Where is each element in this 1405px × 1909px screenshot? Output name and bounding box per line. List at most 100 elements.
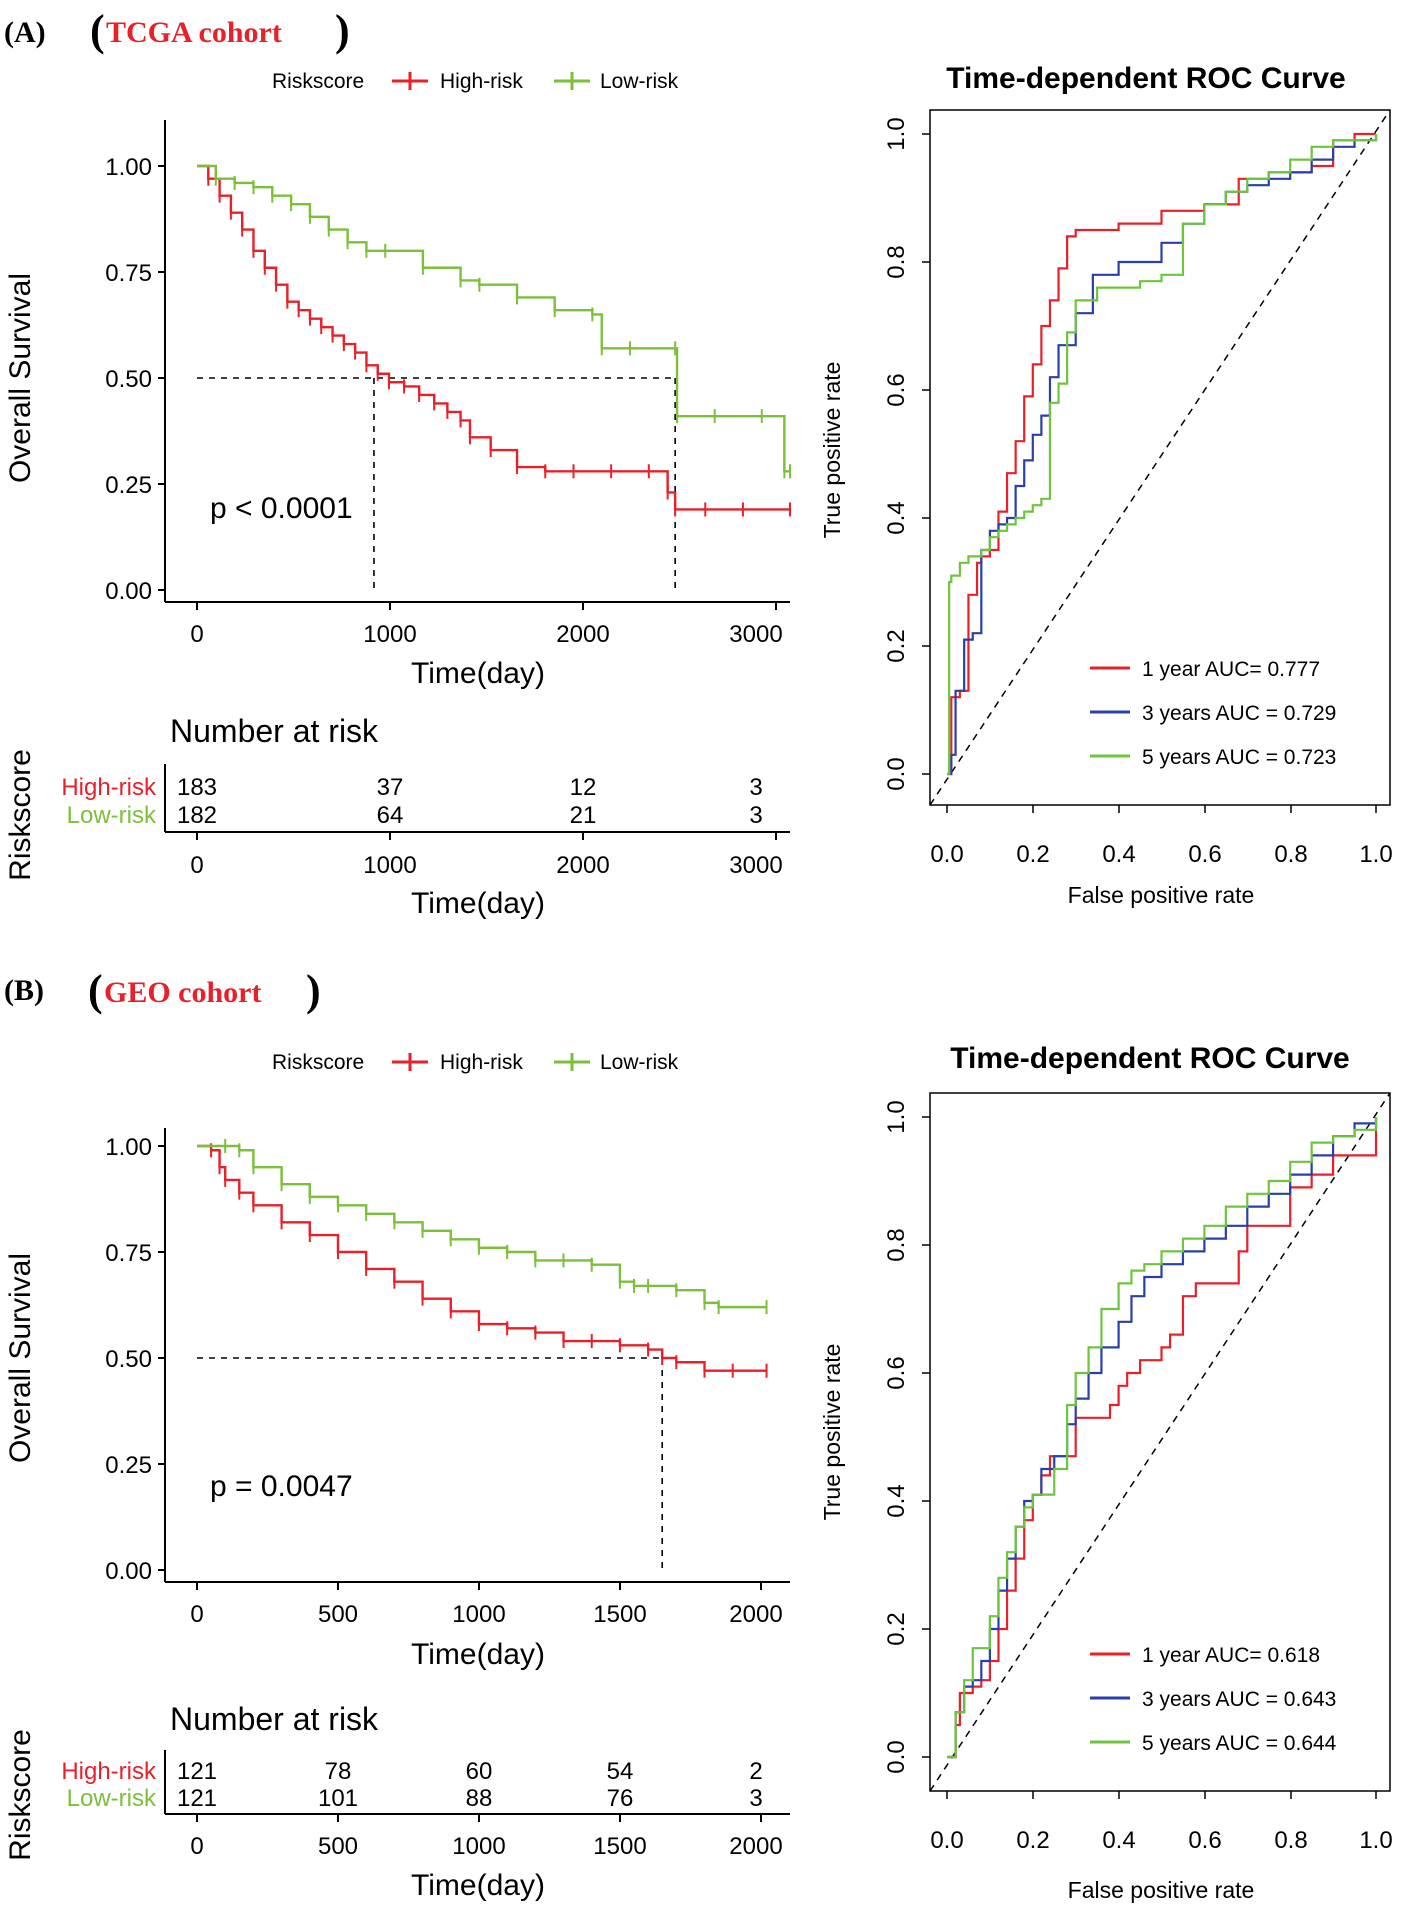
roc-b-xtick-label: 0.4 bbox=[1102, 1827, 1135, 1854]
km-a-ytick-label: 1.00 bbox=[105, 154, 152, 181]
km-a-risk-title: Number at risk bbox=[170, 713, 379, 749]
km-a-risk-cell: 3 bbox=[749, 774, 762, 801]
roc-a-xtick-label: 0.2 bbox=[1016, 841, 1049, 868]
roc-a-yticks: 0.0 0.2 0.4 0.6 0.8 1.0 bbox=[883, 117, 930, 791]
km-a-risk-cell: 21 bbox=[570, 802, 597, 829]
km-b-ytick-label: 0.00 bbox=[105, 1558, 152, 1585]
panel-b-close-paren: ) bbox=[306, 966, 321, 1015]
km-b-legend-low: Low-risk bbox=[600, 1051, 679, 1074]
km-a-ytick-label: 0.00 bbox=[105, 578, 152, 605]
roc-b-ytick-label: 0.6 bbox=[883, 1356, 910, 1389]
km-a-risk-cell: 12 bbox=[570, 774, 597, 801]
roc-a-legend-3: 3 years AUC = 0.729 bbox=[1142, 702, 1336, 725]
roc-a-legend: 1 year AUC= 0.777 3 years AUC = 0.729 5 … bbox=[1090, 658, 1336, 769]
km-b-risk-cell: 121 bbox=[177, 1758, 217, 1785]
km-b-plot: 1.00 0.75 0.50 0.25 0.00 0 500 1000 1500… bbox=[4, 1128, 790, 1671]
roc-b-legend-3: 3 years AUC = 0.643 bbox=[1142, 1688, 1336, 1711]
km-b-risk-cell: 3 bbox=[749, 1785, 762, 1812]
km-curve-low-risk bbox=[197, 164, 790, 473]
km-b-pvalue: p = 0.0047 bbox=[210, 1470, 353, 1503]
km-a-legend: Riskscore High-risk Low-risk bbox=[272, 70, 679, 93]
km-b-xlabel: Time(day) bbox=[411, 1638, 545, 1671]
km-a-risk-xtick-label: 2000 bbox=[556, 852, 609, 879]
roc-curve-1 bbox=[947, 1117, 1378, 1759]
km-a-risk-cell: 182 bbox=[177, 802, 217, 829]
km-a-xtick-label: 2000 bbox=[556, 621, 609, 648]
km-b-xtick-label: 0 bbox=[190, 1601, 203, 1628]
km-b-risk-cell: 54 bbox=[607, 1758, 634, 1785]
km-b-risk-xtick-label: 2000 bbox=[729, 1833, 782, 1860]
km-b-risk-row-label-high: High-risk bbox=[61, 1758, 157, 1785]
roc-a-xtick-label: 0.0 bbox=[930, 841, 963, 868]
roc-b-legend: 1 year AUC= 0.618 3 years AUC = 0.643 5 … bbox=[1090, 1644, 1337, 1755]
km-b-risk-xtick-label: 0 bbox=[190, 1833, 203, 1860]
roc-b-xlabel: False positive rate bbox=[1068, 1877, 1255, 1903]
roc-b-series bbox=[947, 1117, 1378, 1759]
roc-b-ytick-label: 0.0 bbox=[883, 1740, 910, 1773]
roc-b-diagonal bbox=[929, 1092, 1391, 1792]
km-b-risk-cell: 2 bbox=[749, 1758, 762, 1785]
km-a-ytick-label: 0.25 bbox=[105, 472, 152, 499]
km-a-risk-cell: 64 bbox=[377, 802, 404, 829]
km-b-legend-title: Riskscore bbox=[272, 1051, 364, 1074]
km-b-xticks: 0 500 1000 1500 2000 bbox=[190, 1582, 783, 1628]
roc-a-xticks: 0.0 0.2 0.4 0.6 0.8 1.0 bbox=[930, 805, 1393, 868]
roc-b-plot: Time-dependent ROC Curve 0.0 0.2 0.4 0.6… bbox=[819, 1042, 1393, 1903]
roc-b-frame bbox=[929, 1092, 1391, 1792]
km-b-risk-cell: 101 bbox=[318, 1785, 358, 1812]
km-a-risk-cell: 3 bbox=[749, 802, 762, 829]
roc-b-xtick-label: 0.8 bbox=[1274, 1827, 1307, 1854]
roc-a-ytick-label: 0.0 bbox=[883, 757, 910, 790]
km-a-ytick-label: 0.75 bbox=[105, 260, 152, 287]
km-a-risk-row-label-low: Low-risk bbox=[67, 802, 157, 829]
panel-a-label: (A) bbox=[4, 16, 46, 49]
km-a-legend-low: Low-risk bbox=[600, 70, 679, 93]
roc-b-yticks: 0.0 0.2 0.4 0.6 0.8 1.0 bbox=[883, 1100, 930, 1774]
km-a-legend-high: High-risk bbox=[440, 70, 523, 93]
roc-a-plot: Time-dependent ROC Curve 0.0 0.2 0.4 0.6… bbox=[819, 62, 1393, 908]
roc-a-title: Time-dependent ROC Curve bbox=[946, 62, 1346, 95]
km-b-risk-ylabel: Riskscore bbox=[4, 1729, 37, 1861]
roc-a-ylabel: True positive rate bbox=[819, 362, 845, 539]
panel-a-open-paren: ( bbox=[90, 6, 105, 55]
km-b-risk-xlabel: Time(day) bbox=[411, 1869, 545, 1902]
km-b-xtick-label: 1500 bbox=[593, 1601, 646, 1628]
panel-b-cohort: GEO cohort bbox=[104, 976, 262, 1009]
km-b-risk-xtick-label: 1500 bbox=[593, 1833, 646, 1860]
roc-a-ytick-label: 0.6 bbox=[883, 373, 910, 406]
roc-b-ytick-label: 0.2 bbox=[883, 1612, 910, 1645]
roc-a-diagonal bbox=[929, 109, 1391, 806]
km-b-risk-row-label-low: Low-risk bbox=[67, 1785, 157, 1812]
km-a-risk-xtick-label: 1000 bbox=[363, 852, 416, 879]
roc-a-ytick-label: 1.0 bbox=[883, 117, 910, 150]
km-a-ytick-label: 0.50 bbox=[105, 366, 152, 393]
km-b-ytick-label: 1.00 bbox=[105, 1134, 152, 1161]
km-b-xtick-label: 2000 bbox=[729, 1601, 782, 1628]
km-a-xtick-label: 0 bbox=[190, 621, 203, 648]
panel-b-label: (B) bbox=[4, 974, 44, 1007]
km-b-risk-cell: 88 bbox=[466, 1785, 493, 1812]
km-a-risk-cell: 183 bbox=[177, 774, 217, 801]
km-b-risk-cell: 121 bbox=[177, 1785, 217, 1812]
km-b-risk-cell: 76 bbox=[607, 1785, 634, 1812]
km-a-risk-cell: 37 bbox=[377, 774, 404, 801]
km-b-xtick-label: 500 bbox=[318, 1601, 358, 1628]
roc-b-ytick-label: 0.4 bbox=[883, 1484, 910, 1517]
km-a-risk-xtick-label: 3000 bbox=[729, 852, 782, 879]
km-a-risk-xtick-label: 0 bbox=[190, 852, 203, 879]
km-curve-high-risk bbox=[197, 164, 790, 511]
km-a-xticks: 0 1000 2000 3000 bbox=[190, 602, 783, 648]
km-a-risk-row-label-high: High-risk bbox=[61, 774, 157, 801]
km-b-series bbox=[197, 1139, 768, 1570]
roc-curve-3 bbox=[947, 134, 1378, 776]
roc-a-ytick-label: 0.2 bbox=[883, 629, 910, 662]
roc-b-xtick-label: 0.6 bbox=[1188, 1827, 1221, 1854]
km-b-risk-cell: 78 bbox=[325, 1758, 352, 1785]
roc-a-series bbox=[947, 132, 1378, 776]
km-a-xlabel: Time(day) bbox=[411, 657, 545, 690]
roc-curve-3 bbox=[947, 1117, 1378, 1759]
km-a-ylabel: Overall Survival bbox=[4, 273, 37, 483]
km-b-legend: Riskscore High-risk Low-risk bbox=[272, 1051, 679, 1074]
roc-a-xtick-label: 0.8 bbox=[1274, 841, 1307, 868]
